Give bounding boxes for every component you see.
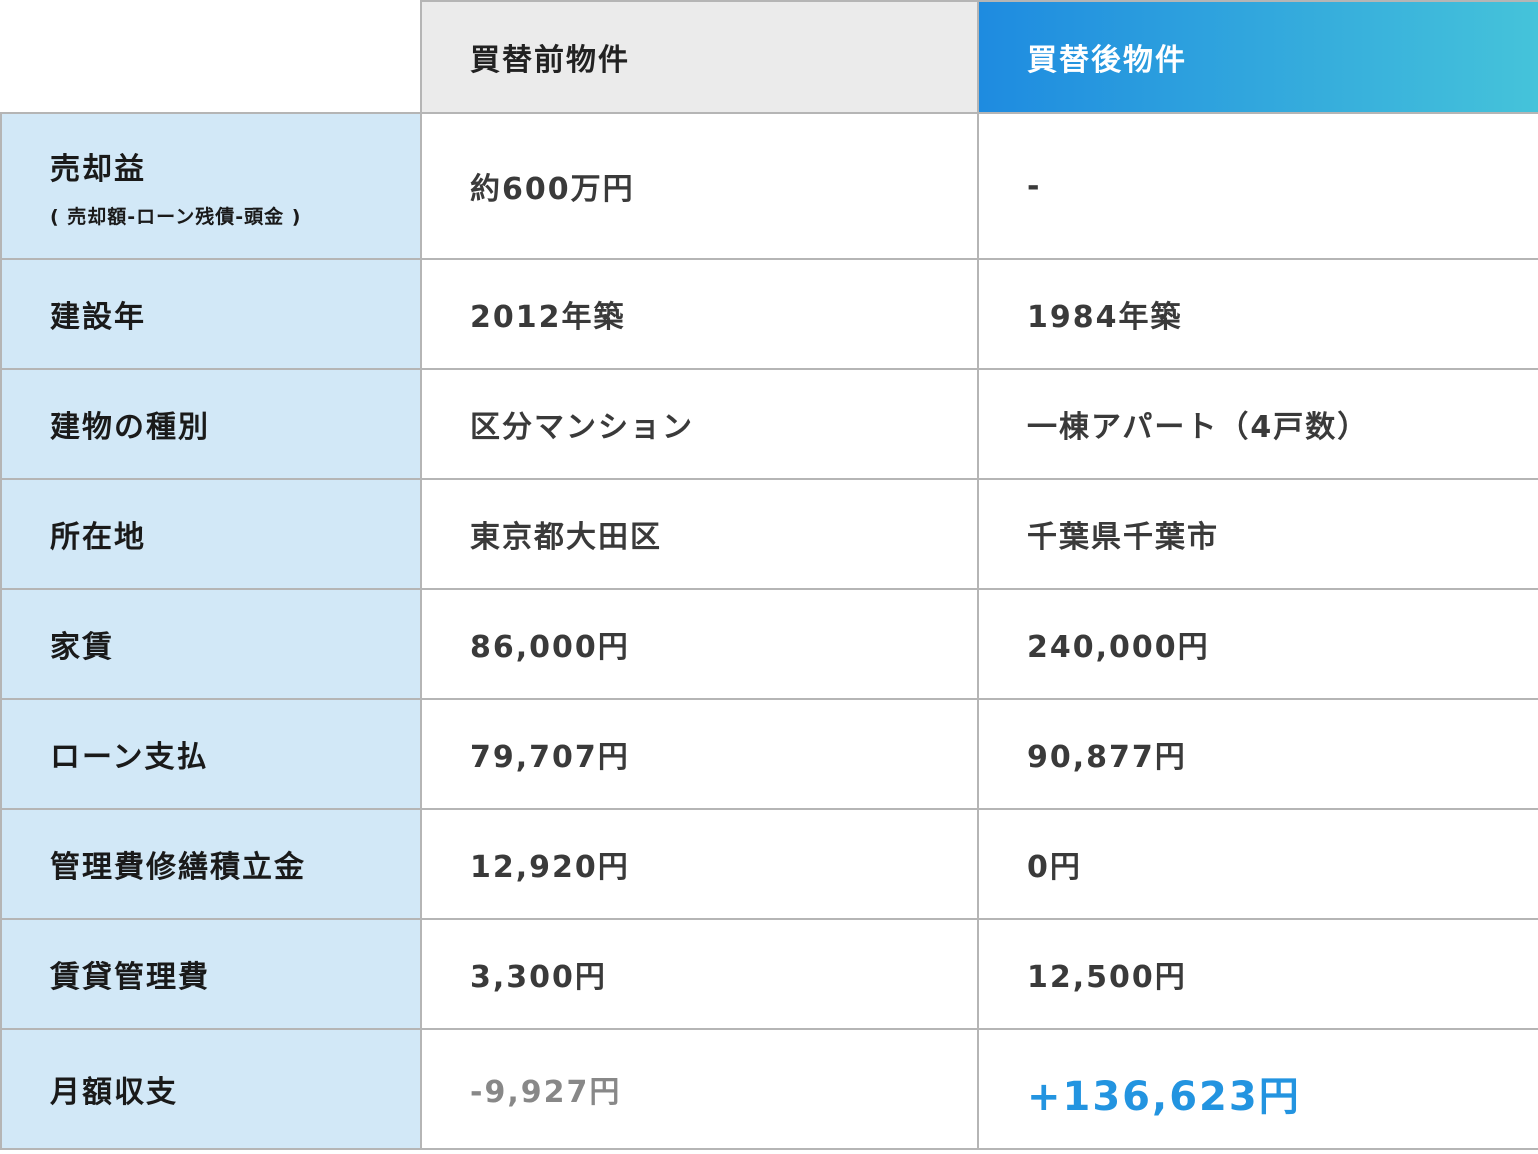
row-label: 賃貸管理費 (0, 918, 422, 1030)
after-value: 12,500円 (977, 918, 1538, 1030)
table-row-sale-profit: 売却益 ( 売却額-ローン残債-頭金 ) 約600万円 - (0, 112, 1538, 260)
row-label: 建物の種別 (0, 368, 422, 480)
row-label-sub: ( 売却額-ローン残債-頭金 ) (50, 205, 302, 228)
after-value: - (977, 112, 1538, 260)
table-row-building-type: 建物の種別 区分マンション 一棟アパート（4戸数） (0, 368, 1538, 480)
row-label-text: 売却益 (50, 151, 146, 187)
after-value: 千葉県千葉市 (977, 478, 1538, 590)
table-row-rent: 家賃 86,000円 240,000円 (0, 588, 1538, 700)
table-row-monthly-balance: 月額収支 -9,927円 +136,623円 (0, 1028, 1538, 1150)
before-value: -9,927円 (420, 1028, 979, 1150)
after-value-cell: +136,623円 (977, 1028, 1538, 1150)
before-value: 2012年築 (420, 258, 979, 370)
row-label: 管理費修繕積立金 (0, 808, 422, 920)
after-value: 240,000円 (977, 588, 1538, 700)
before-value: 79,707円 (420, 698, 979, 810)
row-label: 所在地 (0, 478, 422, 590)
header-before-property: 買替前物件 (420, 0, 979, 114)
row-label: 売却益 ( 売却額-ローン残債-頭金 ) (0, 112, 422, 260)
before-value: 86,000円 (420, 588, 979, 700)
before-value: 東京都大田区 (420, 478, 979, 590)
header-after-property: 買替後物件 (977, 0, 1538, 114)
row-label: ローン支払 (0, 698, 422, 810)
row-label: 月額収支 (0, 1028, 422, 1150)
table-row-build-year: 建設年 2012年築 1984年築 (0, 258, 1538, 370)
table-row-location: 所在地 東京都大田区 千葉県千葉市 (0, 478, 1538, 590)
row-label: 建設年 (0, 258, 422, 370)
table-row-rental-management-fee: 賃貸管理費 3,300円 12,500円 (0, 918, 1538, 1030)
after-value: 一棟アパート（4戸数） (977, 368, 1538, 480)
after-value: 1984年築 (977, 258, 1538, 370)
after-value-highlight: +136,623円 (1027, 1064, 1301, 1126)
before-value: 約600万円 (420, 112, 979, 260)
row-label: 家賃 (0, 588, 422, 700)
header-empty-cell (1, 1, 422, 114)
header-row: 買替前物件 買替後物件 (1, 0, 1538, 114)
after-value: 0円 (977, 808, 1538, 920)
after-value: 90,877円 (977, 698, 1538, 810)
table-row-loan-payment: ローン支払 79,707円 90,877円 (0, 698, 1538, 810)
before-value: 3,300円 (420, 918, 979, 1030)
before-value: 12,920円 (420, 808, 979, 920)
before-value: 区分マンション (420, 368, 979, 480)
table-row-management-repair-fee: 管理費修繕積立金 12,920円 0円 (0, 808, 1538, 920)
